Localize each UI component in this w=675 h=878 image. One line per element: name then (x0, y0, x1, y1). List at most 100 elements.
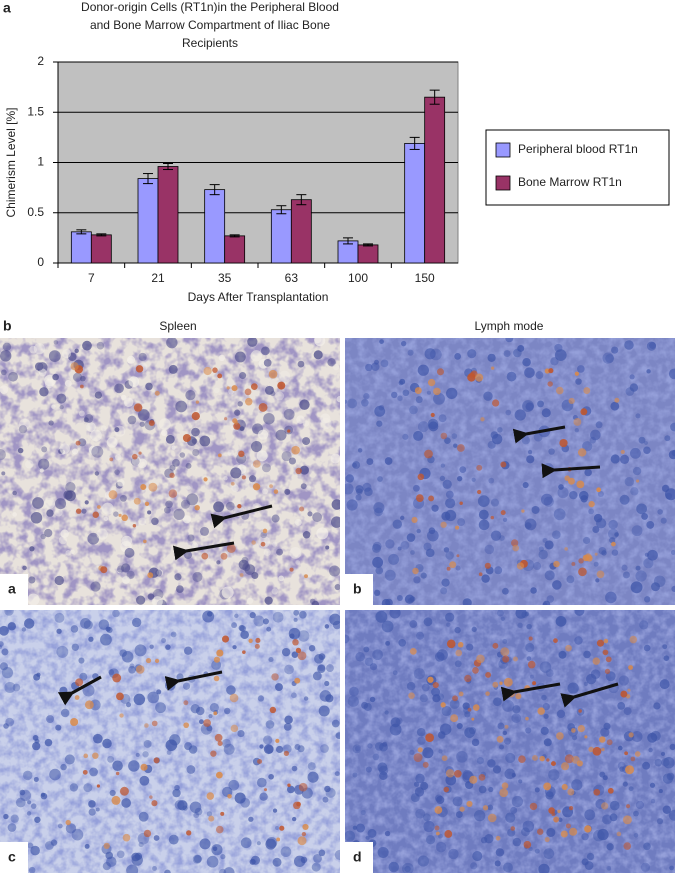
cell (552, 580, 562, 590)
stained-cell (149, 795, 153, 799)
stained-cell (492, 642, 499, 649)
stained-cell (269, 484, 273, 489)
cell (168, 364, 178, 374)
cell (656, 818, 664, 825)
cell (156, 689, 162, 695)
cell (488, 786, 494, 793)
cell (83, 783, 93, 793)
cell (96, 341, 105, 350)
cell (94, 471, 100, 476)
cell (533, 562, 542, 571)
stained-cell (215, 825, 224, 834)
stained-cell (557, 809, 561, 814)
cell (574, 428, 579, 433)
stained-cell (630, 756, 636, 762)
stained-cell (578, 558, 584, 564)
cell (331, 499, 340, 510)
cell (605, 354, 615, 363)
stained-cell (422, 761, 429, 768)
cell (271, 588, 278, 595)
cell (138, 352, 147, 362)
stained-cell (121, 514, 128, 522)
cell (555, 616, 567, 627)
cell (30, 511, 43, 524)
cell (297, 745, 305, 753)
cell (239, 372, 247, 380)
cell (0, 350, 12, 362)
cell (494, 566, 503, 575)
cell (57, 823, 63, 829)
cell (32, 741, 41, 751)
cell (272, 611, 284, 623)
stained-cell (295, 647, 302, 654)
cell (542, 462, 554, 474)
cell (556, 709, 566, 719)
cell (266, 626, 272, 632)
cell (635, 570, 647, 582)
cell (654, 758, 663, 767)
stained-cell (440, 432, 448, 440)
bar (137, 178, 159, 264)
cell (56, 645, 69, 658)
cell (40, 533, 46, 540)
cell (78, 410, 85, 417)
cell (648, 747, 653, 753)
cell (456, 475, 463, 482)
cell (248, 816, 254, 822)
cell (65, 490, 76, 502)
cell (293, 855, 306, 868)
cell (186, 485, 191, 490)
stained-cell (226, 386, 230, 390)
stained-cell (296, 801, 301, 807)
stained-cell (96, 784, 100, 788)
cell (275, 429, 287, 441)
stained-cell (237, 504, 242, 509)
stained-cell (122, 833, 131, 842)
cell (440, 463, 445, 468)
cell (88, 808, 96, 816)
cell (365, 835, 370, 840)
cell (610, 401, 620, 411)
cell (30, 803, 37, 809)
cell (334, 771, 340, 777)
cell (355, 651, 365, 662)
stained-cell (529, 802, 538, 811)
cell (291, 765, 298, 772)
cell (628, 786, 634, 792)
cell (134, 644, 147, 657)
stained-cell (83, 753, 89, 759)
cell (211, 660, 222, 670)
cell (490, 498, 499, 507)
stained-cell (273, 489, 279, 494)
cell (614, 532, 619, 537)
cell (84, 843, 90, 849)
cell (302, 437, 311, 446)
cell (29, 546, 35, 552)
cell (420, 781, 429, 791)
stained-cell (459, 501, 463, 505)
cell (477, 495, 490, 507)
stained-cell (195, 400, 200, 404)
cell (456, 751, 468, 763)
cell (608, 519, 618, 530)
cell (497, 722, 505, 730)
cell (334, 849, 340, 861)
stained-cell (424, 449, 433, 459)
cell (531, 505, 540, 514)
cell (658, 789, 663, 794)
stained-cell (561, 783, 568, 791)
cell (307, 511, 313, 517)
cell (400, 515, 405, 521)
cell (28, 576, 36, 584)
cell (94, 391, 102, 399)
stained-cell (140, 763, 148, 771)
cell (327, 358, 336, 367)
figure-label: b (3, 318, 12, 334)
stained-cell (469, 775, 478, 784)
cell (297, 630, 310, 642)
cell (234, 351, 246, 363)
cell (231, 622, 238, 629)
cell (530, 587, 537, 594)
stained-cell (601, 802, 609, 810)
